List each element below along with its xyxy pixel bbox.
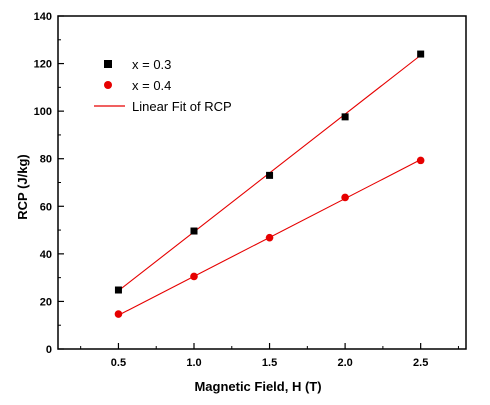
- x-tick-label: 2.0: [337, 357, 352, 369]
- plot-area: 0 20 40 60 80 100 120 140 0.5 1.0 1.5 2.0 2.5 x = 0.3…: [34, 11, 467, 369]
- data-point-square: [190, 227, 198, 235]
- data-point-square: [341, 113, 349, 121]
- plot-frame: [57, 15, 467, 350]
- y-axis-title: RCP (J/kg): [15, 154, 30, 220]
- y-tick-label: 20: [40, 296, 52, 308]
- y-tick-label: 40: [40, 249, 52, 261]
- x-tick-label: 1.0: [186, 357, 201, 369]
- y-tick-label: 100: [34, 106, 52, 118]
- data-point-square: [114, 286, 122, 294]
- data-point-circle: [416, 156, 425, 165]
- x-tick-label: 2.5: [413, 357, 428, 369]
- legend-label: x = 0.3: [132, 57, 171, 72]
- y-tick-label: 60: [40, 201, 52, 213]
- data-point-circle: [114, 310, 123, 318]
- x-tick-label: 1.5: [262, 357, 277, 369]
- data-point-circle: [265, 233, 274, 242]
- legend-marker-square: [104, 60, 112, 68]
- data-point-circle: [190, 272, 198, 281]
- legend-marker-circle: [104, 81, 112, 89]
- legend-label: Linear Fit of RCP: [132, 99, 232, 114]
- x-axis-title: Magnetic Field, H (T): [194, 379, 321, 394]
- y-tick-label: 120: [34, 59, 52, 71]
- y-tick-label: 80: [40, 154, 52, 166]
- x-tick-label: 0.5: [111, 357, 126, 369]
- y-tick-label: 0: [46, 344, 52, 356]
- data-point-square: [266, 171, 274, 179]
- data-point-square: [417, 50, 425, 58]
- data-point-circle: [341, 193, 349, 202]
- legend-label: x = 0.4: [132, 78, 171, 93]
- y-tick-label: 140: [34, 11, 52, 23]
